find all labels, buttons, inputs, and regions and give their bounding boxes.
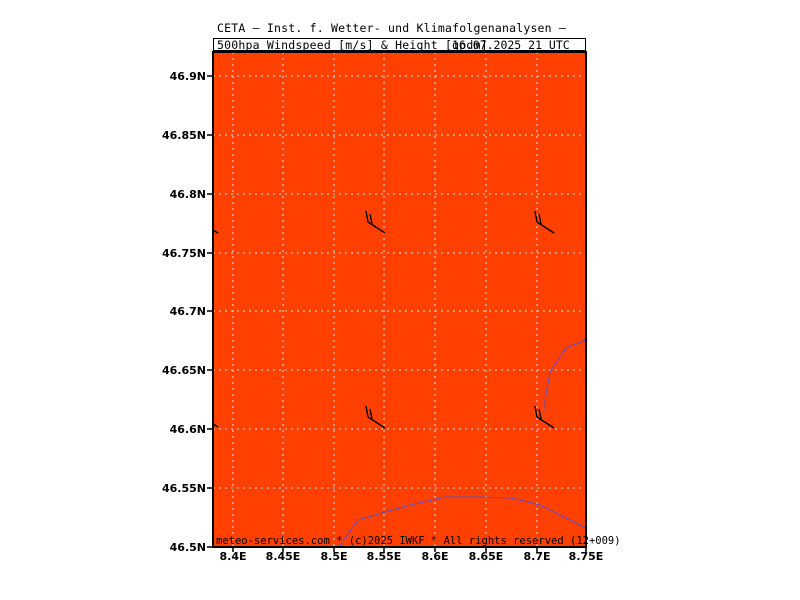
lon-label: 8.5E — [320, 550, 348, 563]
grid — [213, 52, 586, 547]
wind-barb — [365, 405, 386, 429]
title-line-1: CETA — Inst. f. Wetter- und Klimafolgena… — [217, 21, 567, 35]
map-frame — [212, 51, 587, 548]
lon-label: 8.65E — [468, 550, 504, 563]
valid-time: 16.07.2025 21 UTC — [452, 38, 570, 52]
lon-label: 8.7E — [523, 550, 551, 563]
wind-barb — [534, 210, 555, 234]
lat-label: 46.55N — [162, 482, 206, 495]
lat-label: 46.75N — [162, 247, 206, 260]
title-line-2: 500hpa Windspeed [m/s] & Height [gpdm] — [217, 38, 488, 52]
border-line-east — [544, 339, 587, 410]
lat-label: 46.8N — [169, 188, 206, 201]
wind-barbs — [212, 210, 555, 429]
lat-label: 46.65N — [162, 364, 206, 377]
lon-label: 8.45E — [265, 550, 301, 563]
lat-label: 46.85N — [162, 129, 206, 142]
border-line-south — [339, 496, 587, 546]
lon-label: 8.6E — [421, 550, 449, 563]
tick-marks — [207, 75, 587, 552]
wind-barb — [365, 210, 386, 234]
lon-label: 8.75E — [568, 550, 604, 563]
lat-label: 46.7N — [169, 305, 206, 318]
lat-label: 46.6N — [169, 423, 206, 436]
wind-barb — [534, 405, 555, 429]
lon-label: 8.4E — [219, 550, 247, 563]
lat-label: 46.9N — [169, 70, 206, 83]
country-border — [339, 339, 587, 546]
lon-label: 8.55E — [366, 550, 402, 563]
title-box — [213, 38, 586, 51]
lat-label: 46.5N — [169, 541, 206, 554]
copyright-footer: meteo-services.com * (c)2025 IWKF * All … — [216, 535, 621, 547]
map-fill — [213, 52, 586, 547]
